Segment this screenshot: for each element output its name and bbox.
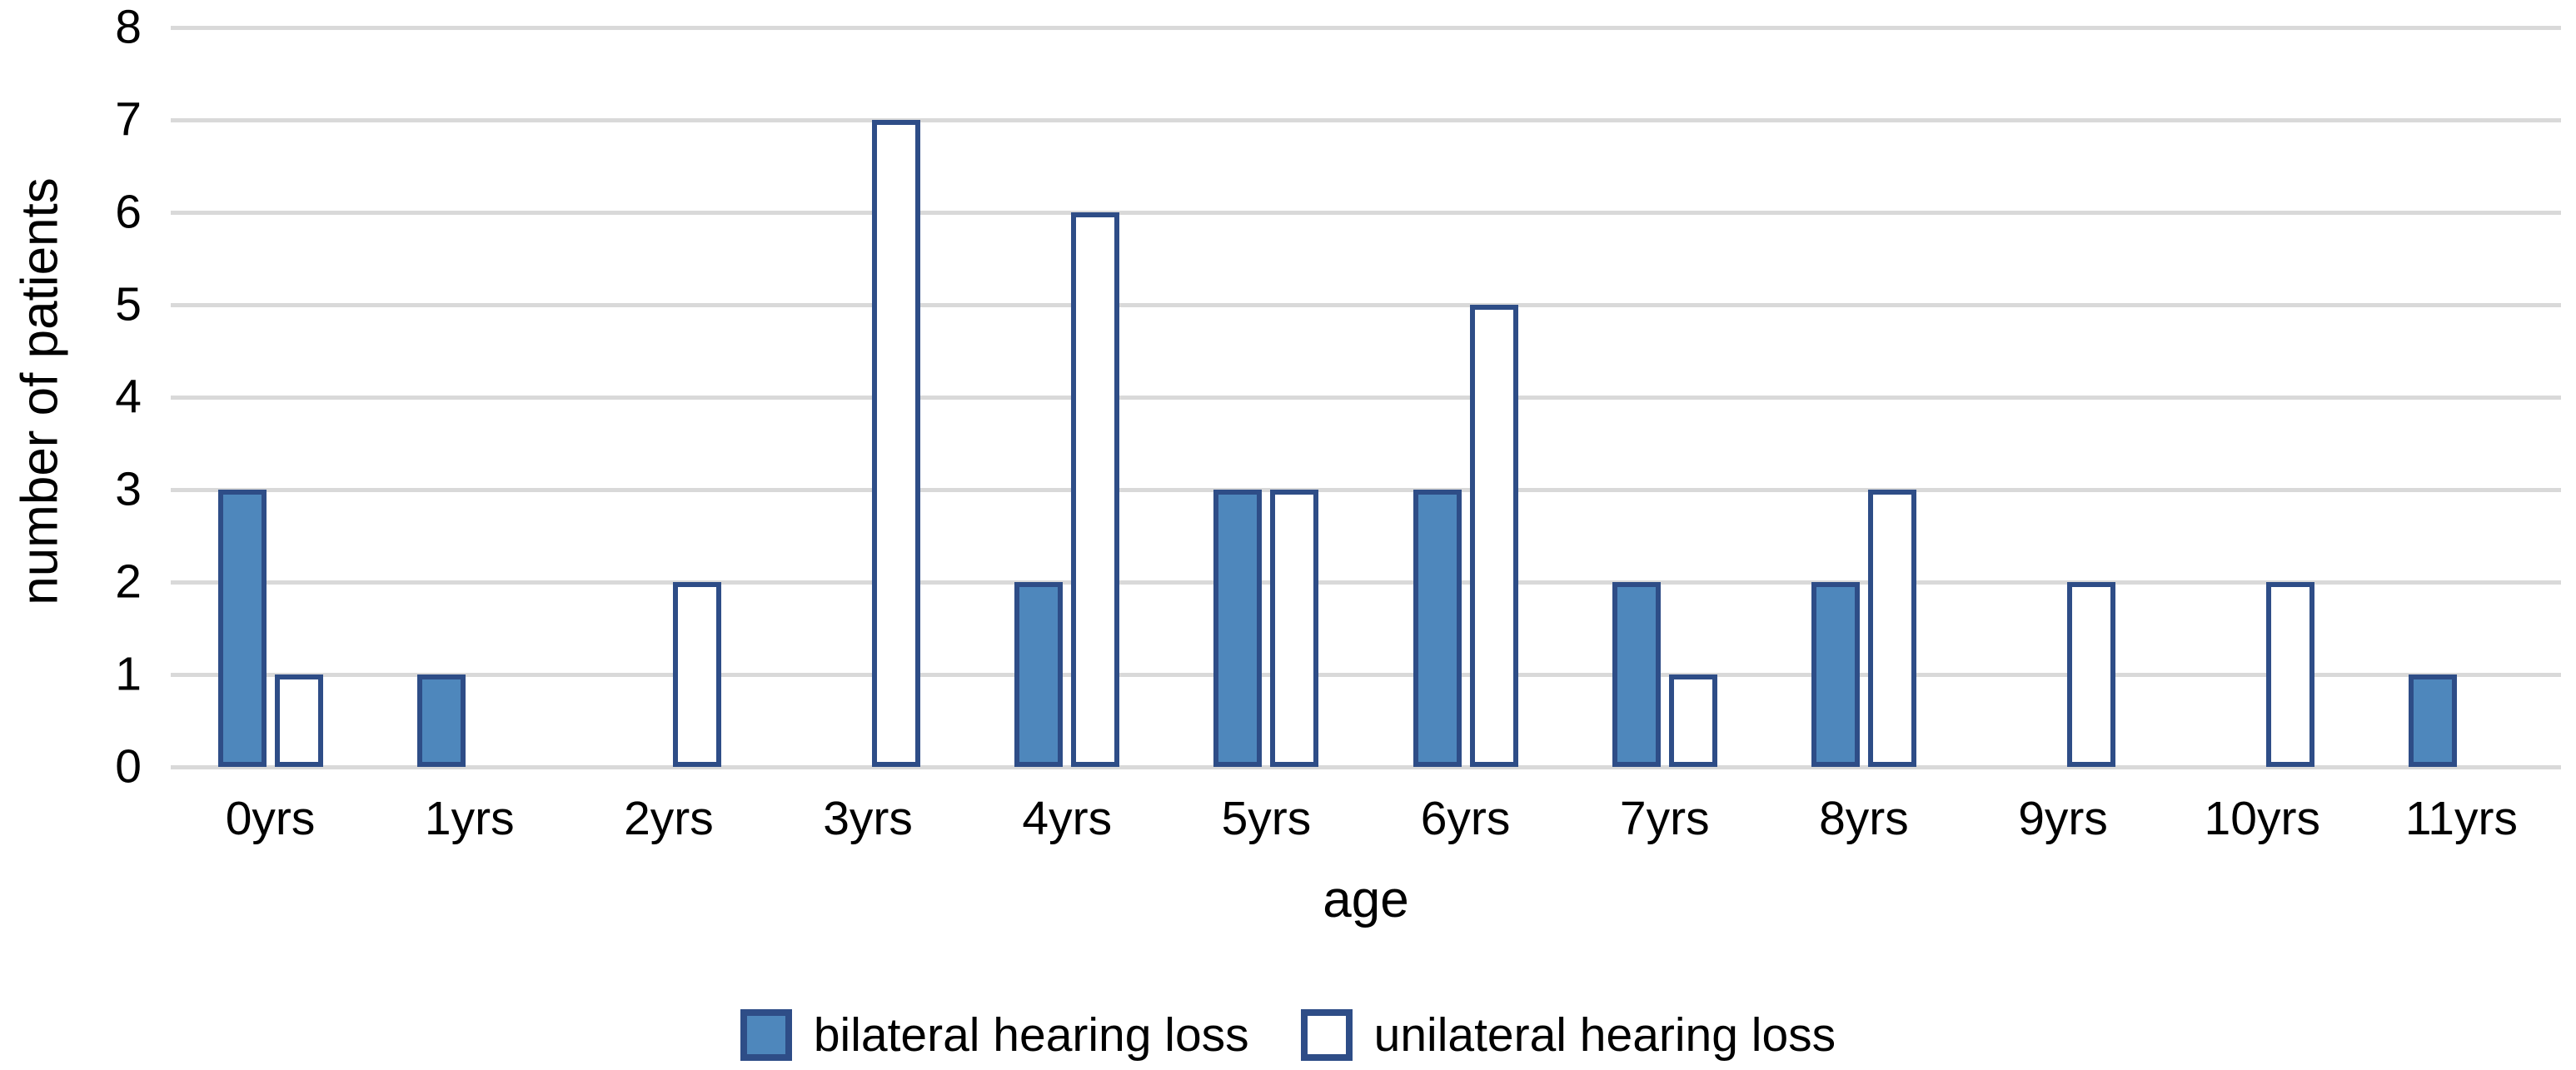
gridline [171,673,2561,677]
bar-bilateral-6yrs [1413,490,1462,767]
bar-unilateral-6yrs [1469,305,1518,767]
x-tick-label: 3yrs [823,792,913,845]
x-tick-label: 6yrs [1420,792,1511,845]
bar-unilateral-8yrs [1867,490,1916,767]
x-tick-label: 5yrs [1221,792,1312,845]
bar-unilateral-7yrs [1668,674,1717,767]
x-tick-label: 7yrs [1619,792,1710,845]
x-tick-label: 9yrs [2018,792,2108,845]
x-tick-label: 2yrs [624,792,714,845]
bar-bilateral-5yrs [1213,490,1263,767]
gridline [171,303,2561,307]
gridline [171,211,2561,215]
legend-swatch-unilateral [1300,1008,1353,1061]
bar-bilateral-7yrs [1612,582,1661,767]
gridline [171,118,2561,122]
y-tick-label: 5 [115,277,142,331]
gridline [171,26,2561,30]
bar-bilateral-4yrs [1014,582,1064,767]
x-tick-label: 0yrs [225,792,316,845]
bar-unilateral-0yrs [274,674,323,767]
gridline [171,580,2561,585]
x-axis-title: age [1323,871,1409,928]
legend: bilateral hearing loss unilateral hearing… [0,995,2576,1070]
y-tick-label: 4 [115,370,142,424]
x-tick-label: 4yrs [1022,792,1113,845]
legend-item-bilateral: bilateral hearing loss [740,1008,1249,1063]
y-tick-label: 1 [115,647,142,701]
bar-bilateral-8yrs [1811,582,1860,767]
bar-unilateral-9yrs [2067,582,2116,767]
x-tick-label: 8yrs [1819,792,1909,845]
gridline [171,396,2561,400]
bar-bilateral-11yrs [2409,674,2458,767]
y-tick-label: 7 [115,92,142,147]
x-tick-label: 11yrs [2404,792,2518,845]
bar-unilateral-5yrs [1270,490,1319,767]
gridline [171,765,2561,769]
bar-bilateral-0yrs [217,490,267,767]
legend-swatch-bilateral [740,1008,792,1061]
gridline [171,488,2561,492]
bar-unilateral-3yrs [872,120,921,767]
y-tick-label: 8 [115,0,142,54]
bar-bilateral-1yrs [416,674,466,767]
bar-unilateral-4yrs [1071,212,1120,767]
y-tick-label: 0 [115,739,142,794]
bar-unilateral-2yrs [672,582,721,767]
bar-unilateral-10yrs [2266,582,2315,767]
legend-item-unilateral: unilateral hearing loss [1300,1008,1836,1063]
legend-label-unilateral: unilateral hearing loss [1373,1008,1836,1062]
y-tick-label: 2 [115,555,142,609]
x-tick-label: 10yrs [2204,792,2320,845]
legend-label-bilateral: bilateral hearing loss [813,1008,1249,1062]
y-tick-label: 6 [115,185,142,239]
x-tick-label: 1yrs [424,792,515,845]
y-tick-label: 3 [115,462,142,516]
